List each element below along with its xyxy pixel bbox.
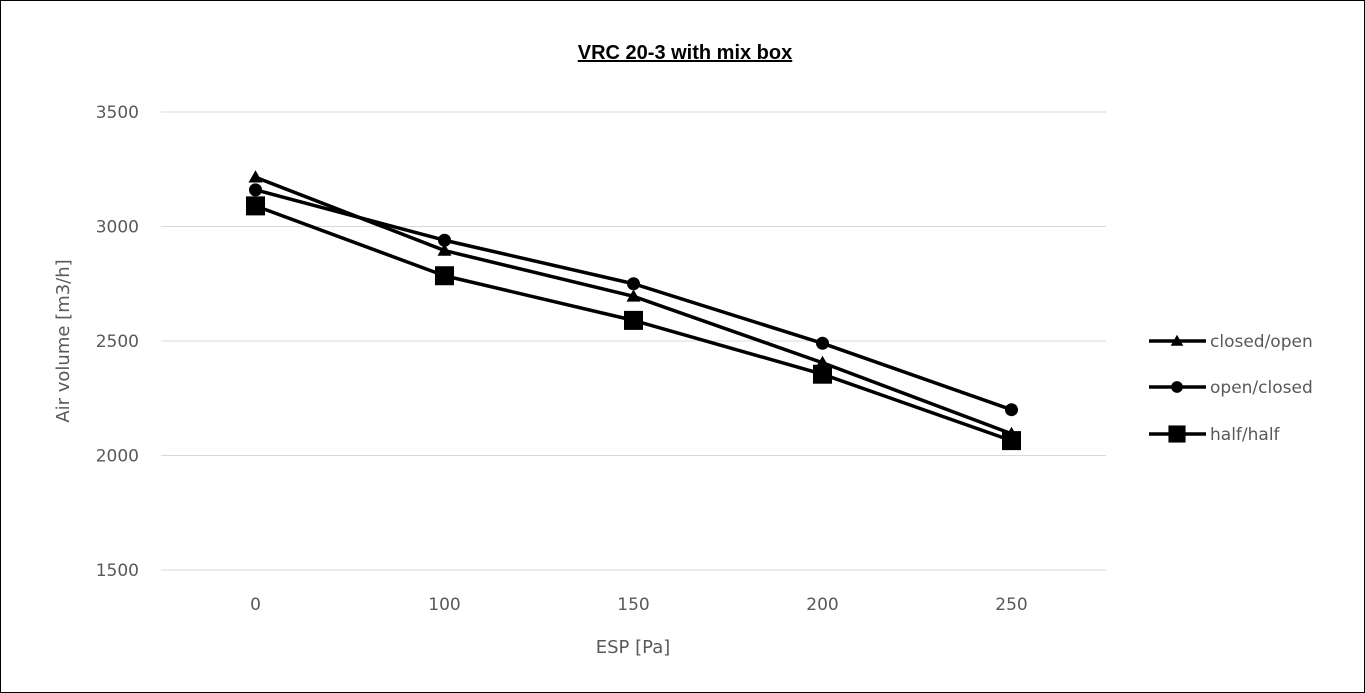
data-point: [627, 277, 640, 291]
y-tick-label: 1500: [96, 561, 139, 581]
x-tick-label: 100: [428, 595, 460, 615]
data-point: [249, 183, 262, 197]
y-tick-label: 3000: [96, 218, 139, 238]
series-open-closed: [249, 183, 1018, 417]
data-point: [246, 196, 265, 216]
x-tick-label: 150: [617, 595, 649, 615]
legend-label: open/closed: [1210, 378, 1313, 398]
chart-title: VRC 20-3 with mix box: [578, 42, 793, 64]
legend-marker: [1168, 425, 1186, 443]
legend-marker: [1170, 334, 1184, 346]
y-axis-label: Air volume [m3/h]: [53, 259, 74, 422]
data-point: [626, 289, 641, 302]
series-half-half: [246, 196, 1021, 451]
data-point: [1002, 431, 1021, 451]
x-axis-label: ESP [Pa]: [596, 637, 671, 658]
series-group: [246, 170, 1021, 451]
data-point: [1005, 403, 1018, 417]
data-point: [438, 233, 451, 247]
data-point: [816, 336, 829, 350]
x-axis-ticks: 0 100 150 200 250: [250, 595, 1028, 615]
legend-label: half/half: [1210, 425, 1281, 445]
x-tick-label: 200: [806, 595, 838, 615]
y-tick-label: 2000: [96, 447, 139, 467]
legend-item: closed/open: [1149, 332, 1313, 352]
legend-item: open/closed: [1149, 378, 1313, 398]
x-tick-label: 250: [995, 595, 1027, 615]
data-point: [437, 243, 452, 256]
series-line: [254, 175, 1013, 436]
legend-item: half/half: [1149, 425, 1281, 445]
series-closed-open: [248, 170, 1019, 439]
legend: closed/open open/closed half/half: [1149, 332, 1313, 445]
data-point: [248, 170, 263, 183]
y-tick-label: 3500: [96, 103, 139, 123]
legend-marker: [1171, 381, 1183, 393]
y-axis-ticks: 1500 2000 2500 3000 3500: [96, 103, 139, 581]
data-point: [813, 364, 832, 384]
data-point: [435, 266, 454, 286]
y-tick-label: 2500: [96, 332, 139, 352]
data-point: [624, 310, 643, 330]
legend-label: closed/open: [1210, 332, 1313, 352]
gridlines: [161, 111, 1106, 571]
x-tick-label: 0: [250, 595, 261, 615]
